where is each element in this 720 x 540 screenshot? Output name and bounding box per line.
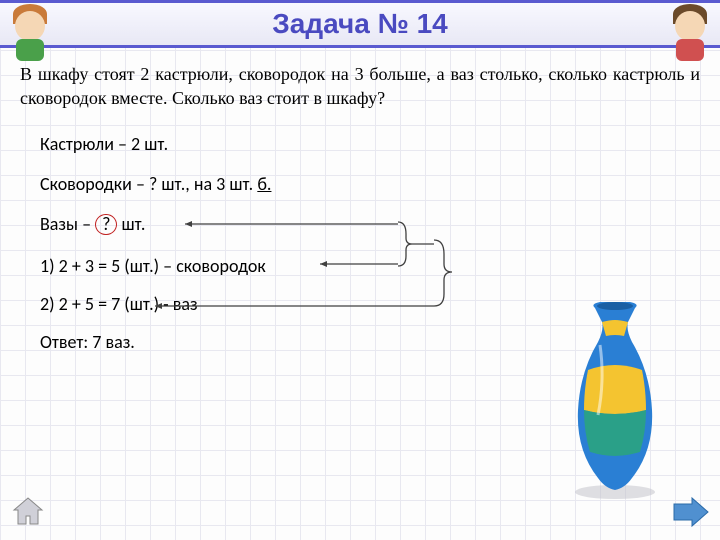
home-button[interactable] [10,494,46,530]
solution-step-1: 1) 2 + 3 = 5 (шт.) – сковородок [40,255,700,277]
label-pots: Кастрюли [40,133,114,155]
suffix-pans: б. [257,173,271,195]
data-line-pans: Сковородки – ? шт., на 3 шт. б. [40,173,700,195]
next-button[interactable] [670,494,710,530]
problem-statement: В шкафу стоят 2 кастрюли, сковородок на … [20,62,700,111]
label-pans: Сковородки [40,173,132,195]
suffix-vases: шт. [122,213,146,235]
oval-question: ? [95,214,117,236]
data-line-pots: Кастрюли – 2 шт. [40,133,700,155]
given-data: Кастрюли – 2 шт. Сковородки – ? шт., на … [20,133,700,236]
value-pots: 2 шт. [131,133,168,155]
data-line-vases: Вазы – ? шт. [40,213,700,236]
task-title: Задача № 14 [272,8,448,40]
value-pans: ? шт., на 3 шт. [149,173,253,195]
label-vases: Вазы [40,213,78,235]
vase-illustration [550,300,680,500]
header-bar: Задача № 14 [0,0,720,48]
